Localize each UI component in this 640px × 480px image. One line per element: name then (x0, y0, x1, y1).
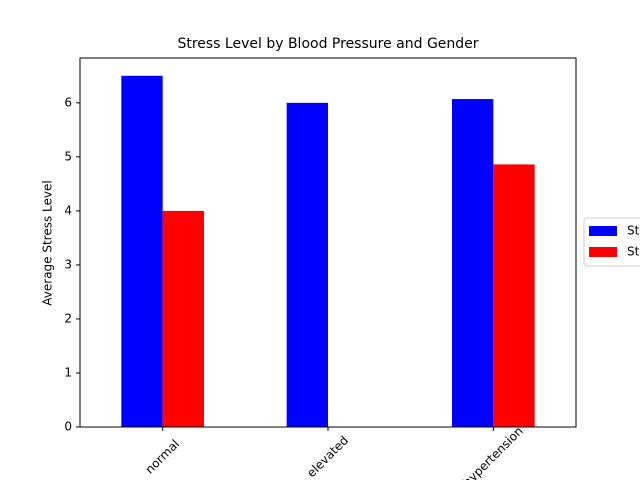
legend-swatch (589, 226, 617, 236)
y-tick-label: 0 (64, 420, 72, 434)
bar (162, 210, 204, 427)
y-tick-label: 3 (64, 257, 72, 271)
y-axis-label: Average Stress Level (41, 180, 55, 305)
plot-frame (79, 57, 577, 428)
legend-label: St (627, 224, 640, 238)
bar (452, 99, 494, 427)
bar (286, 102, 328, 428)
legend-label: St (627, 245, 640, 259)
legend-swatch (589, 247, 617, 257)
y-tick-label: 4 (64, 203, 72, 217)
bar (493, 164, 535, 427)
y-tick-label: 1 (64, 365, 72, 379)
y-tick-label: 2 (64, 311, 72, 325)
chart-title: Stress Level by Blood Pressure and Gende… (177, 36, 478, 52)
y-tick-label: 5 (64, 149, 72, 163)
bar (121, 75, 163, 427)
y-tick-label: 6 (64, 95, 72, 109)
